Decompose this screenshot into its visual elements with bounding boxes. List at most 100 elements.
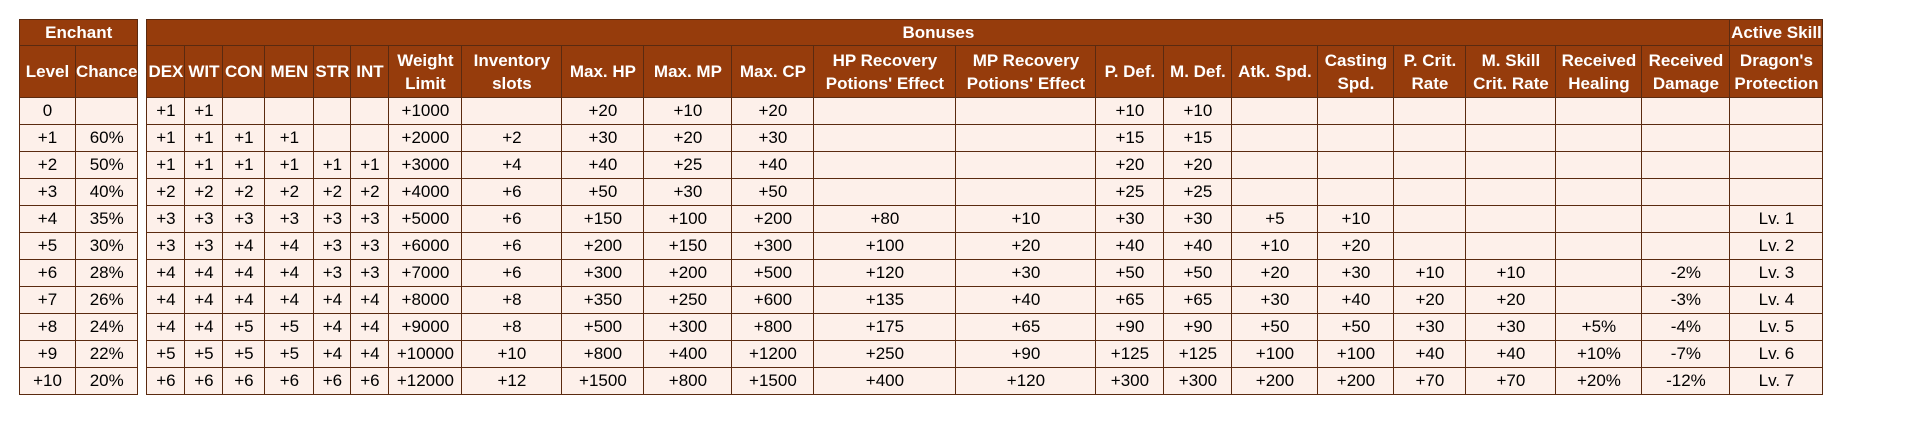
table-cell: +250 — [643, 286, 733, 314]
table-cell — [1393, 205, 1467, 233]
table-cell: +200 — [561, 232, 645, 260]
table-cell: +6 — [461, 178, 563, 206]
table-cell: +10 — [1465, 259, 1557, 287]
table-cell: +20 — [1231, 259, 1319, 287]
table-cell: -3% — [1641, 286, 1731, 314]
table-cell: +2 — [264, 178, 315, 206]
table-row: +9 22% — [19, 340, 139, 368]
table-cell — [1555, 97, 1643, 125]
table-cell: +3 — [313, 205, 352, 233]
bonus-column-header: CON — [222, 45, 266, 98]
table-cell — [955, 124, 1097, 152]
table-cell: +4 — [264, 259, 315, 287]
table-cell: +3 — [264, 205, 315, 233]
table-cell: +40 — [1393, 340, 1467, 368]
table-cell: +1 — [222, 124, 266, 152]
table-cell: +15 — [1095, 124, 1165, 152]
table-cell: +50 — [1095, 259, 1165, 287]
table-row: +10 20% — [19, 367, 139, 395]
table-cell: +100 — [813, 232, 957, 260]
table-cell: +20 — [643, 124, 733, 152]
table-cell: +4 — [222, 259, 266, 287]
table-cell: +1 — [350, 151, 390, 179]
table-cell: +6 — [313, 367, 352, 395]
table-cell — [1465, 205, 1557, 233]
table-cell: +20% — [1555, 367, 1643, 395]
table-cell: +25 — [1163, 178, 1233, 206]
enchant-group-header: Enchant — [18, 19, 139, 46]
table-cell: +4 — [264, 286, 315, 314]
table-cell: +150 — [561, 205, 645, 233]
table-cell — [1729, 97, 1824, 125]
table-cell: 35% — [74, 205, 139, 233]
table-cell: +8000 — [388, 286, 463, 314]
table-cell: +15 — [1163, 124, 1233, 152]
table-cell: +1 — [264, 151, 315, 179]
table-cell — [1641, 151, 1731, 179]
table-cell: +2 — [19, 151, 76, 179]
table-cell: +125 — [1095, 340, 1165, 368]
table-cell: +2 — [350, 178, 390, 206]
bonus-column-header: M. Skill Crit. Rate — [1465, 45, 1557, 98]
table-cell: +1200 — [731, 340, 815, 368]
table-cell: +6000 — [388, 232, 463, 260]
table-cell: +10 — [461, 340, 563, 368]
table-cell: +2 — [461, 124, 563, 152]
table-cell: +10 — [1317, 205, 1395, 233]
table-row: +5 +5 +5 +5 +4 +4 +10000 +10 +800 +400 +1200 +250 +9… — [146, 340, 1824, 368]
table-cell: +300 — [1163, 367, 1233, 395]
table-cell: +3000 — [388, 151, 463, 179]
table-cell — [1231, 124, 1319, 152]
table-row: +2 50% — [19, 151, 139, 179]
table-cell: +3 — [350, 232, 390, 260]
table-row: +3 40% — [19, 178, 139, 206]
table-cell: +350 — [561, 286, 645, 314]
table-cell: +6 — [461, 259, 563, 287]
bonus-column-header: STR — [313, 45, 352, 98]
table-cell: +4 — [350, 340, 390, 368]
table-cell: 40% — [74, 178, 139, 206]
bonus-column-header: Casting Spd. — [1317, 45, 1395, 98]
table-cell: +8 — [461, 286, 563, 314]
table-cell: +8 — [461, 313, 563, 341]
table-cell: +30 — [731, 124, 815, 152]
table-row: +2 +2 +2 +2 +2 +2 +4000 +6 +50 +30 +50 +25 +25 — [146, 178, 1824, 206]
table-row: +6 28% — [19, 259, 139, 287]
table-cell: +20 — [1465, 286, 1557, 314]
table-cell: +30 — [1393, 313, 1467, 341]
table-cell: +5 — [264, 340, 315, 368]
table-cell: +200 — [731, 205, 815, 233]
table-cell: +4 — [19, 205, 76, 233]
table-cell: +1 — [184, 151, 224, 179]
table-cell: +800 — [561, 340, 645, 368]
table-cell — [350, 97, 390, 125]
table-cell: +10 — [19, 367, 76, 395]
table-cell: +30 — [643, 178, 733, 206]
table-cell: +300 — [1095, 367, 1165, 395]
table-cell: Lv. 2 — [1729, 232, 1824, 260]
table-cell: +30 — [561, 124, 645, 152]
table-cell: +4 — [350, 313, 390, 341]
table-cell: +6 — [350, 367, 390, 395]
table-cell: +4 — [184, 259, 224, 287]
table-cell: +6 — [264, 367, 315, 395]
bonus-column-header: MEN — [264, 45, 315, 98]
table-cell: +4 — [146, 286, 186, 314]
table-cell: Lv. 1 — [1729, 205, 1824, 233]
table-cell: +1 — [184, 97, 224, 125]
table-cell — [1729, 151, 1824, 179]
table-cell: +6 — [461, 205, 563, 233]
bonus-column-header: MP Recovery Potions' Effect — [955, 45, 1097, 98]
table-cell: +30 — [1095, 205, 1165, 233]
table-cell: +30 — [1465, 313, 1557, 341]
table-cell: +400 — [813, 367, 957, 395]
bonuses-group-header: Bonuses — [146, 19, 1731, 46]
table-cell: +70 — [1465, 367, 1557, 395]
table-cell — [1317, 178, 1395, 206]
table-cell: +5000 — [388, 205, 463, 233]
table-cell: +5 — [146, 340, 186, 368]
table-cell — [1393, 232, 1467, 260]
table-cell — [1729, 178, 1824, 206]
table-cell: +65 — [1163, 286, 1233, 314]
table-cell — [1555, 205, 1643, 233]
